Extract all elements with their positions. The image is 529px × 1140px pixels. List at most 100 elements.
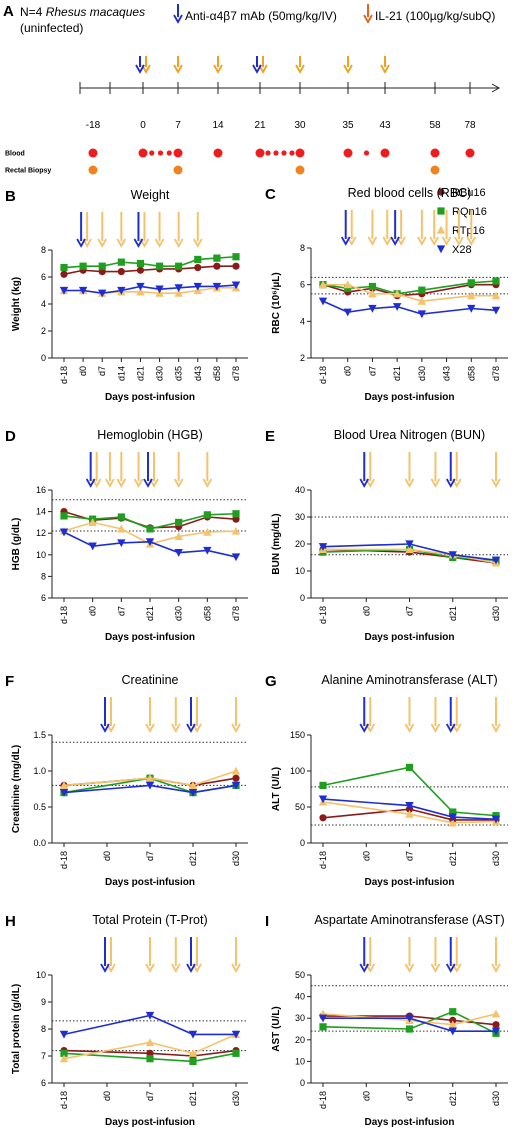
y-tick-label-2: 8 xyxy=(41,1024,46,1034)
data-point-RQn16 xyxy=(449,808,457,816)
il21-arrow xyxy=(491,937,501,973)
mab-arrow xyxy=(340,210,351,246)
mab-arrow-head xyxy=(445,478,456,488)
x-tick-label-4: d30 xyxy=(491,606,501,621)
data-point-X28 xyxy=(448,551,457,559)
y-tick-label-3: 30 xyxy=(295,512,305,522)
x-tick-label-4: d30 xyxy=(174,606,184,621)
data-point-X28 xyxy=(231,281,241,290)
timeline-row-label-1: Rectal Biopsy xyxy=(5,168,51,175)
data-point-RQn16 xyxy=(232,1049,240,1057)
x-axis-label: Days post-infusion xyxy=(105,877,195,888)
data-point-X28 xyxy=(318,543,328,551)
x-tick-label-4: d30 xyxy=(491,1091,501,1106)
data-point-X28 xyxy=(392,303,402,311)
y-tick-label-0: 0 xyxy=(300,838,305,848)
panel-h: H Total Protein (T-Prot) 6 7 8 9 10 d-18 d0 d7 d21… xyxy=(5,913,248,1128)
data-point-X28 xyxy=(59,789,69,797)
x-tick-label-1: d0 xyxy=(78,366,88,376)
chart-panels: B Weight 0 2 4 6 8 d-18 d0 d7 d14 d21 d30 d35 d43 d58 d7… xyxy=(5,186,508,1128)
mab-arrow-head xyxy=(76,238,86,248)
data-point-RQn16 xyxy=(232,510,240,518)
y-tick-label-2: 20 xyxy=(295,539,305,549)
y-axis-label: AST (U/L) xyxy=(271,1006,282,1052)
data-point-RTp16 xyxy=(188,1049,198,1057)
treatment-legend-label-1: IL-21 (100µg/kg/subQ) xyxy=(375,9,495,23)
legend-marker-X28 xyxy=(436,245,446,254)
legend-label-RTp16: RTp16 xyxy=(452,225,485,237)
il21-arrow xyxy=(231,937,241,973)
il21-arrow xyxy=(491,452,501,488)
data-point-RQn16 xyxy=(194,255,202,264)
data-point-RBu16 xyxy=(60,270,68,278)
data-point-X28 xyxy=(318,795,328,804)
legend-marker-RTp16 xyxy=(436,225,446,234)
timeline-sample-dot xyxy=(255,148,265,158)
y-axis-label: RBC (10⁶/µL) xyxy=(271,272,282,333)
legend-arrow-1-head xyxy=(363,14,373,24)
y-tick-label-3: 30 xyxy=(295,1013,305,1023)
data-point-RTp16 xyxy=(491,1009,501,1018)
timeline-sample-dot xyxy=(173,165,183,175)
data-point-RBu16 xyxy=(213,262,221,270)
data-point-RQn16 xyxy=(405,763,414,771)
mab-arrow xyxy=(85,452,96,488)
il21-arrow-extra-head xyxy=(430,963,441,973)
cohort-note: (uninfected) xyxy=(20,21,83,35)
il21-arrow xyxy=(231,697,241,733)
y-tick-label-3: 9 xyxy=(41,997,46,1007)
timeline-il21-arrow-1-head xyxy=(173,64,183,74)
timeline-il21-arrow-0 xyxy=(141,56,151,74)
data-point-X28 xyxy=(188,1030,198,1039)
y-tick-label-0: 0 xyxy=(300,593,305,603)
il21-arrow-head xyxy=(116,238,127,248)
panel-i: I Aspartate Aminotransferase (AST) 0 10 20 30… xyxy=(265,913,508,1128)
mab-arrow xyxy=(359,937,370,973)
mab-arrow-head xyxy=(359,723,370,733)
il21-arrow-head xyxy=(116,478,127,488)
series-line-RQn16 xyxy=(63,255,237,269)
mab-arrow-head xyxy=(100,723,110,733)
y-tick-label-3: 1.5 xyxy=(33,730,46,740)
il21-arrow xyxy=(145,697,155,733)
panel-d: D Hemoglobin (HGB) 6 8 10 12 14 16 d-18 d0 d7 d21 d3… xyxy=(5,428,248,643)
y-axis-label: BUN (mg/dL) xyxy=(271,513,282,574)
data-point-RTp16 xyxy=(174,532,183,541)
panel-label: C xyxy=(265,186,276,203)
legend-arrow-1 xyxy=(363,4,373,24)
data-point-X28 xyxy=(491,1027,501,1036)
x-tick-label-3: d21 xyxy=(145,606,155,621)
mab-arrow-head xyxy=(359,963,370,973)
x-tick-label-1: d0 xyxy=(102,851,112,861)
data-point-X28 xyxy=(136,282,145,291)
data-point-RBu16 xyxy=(194,263,202,272)
series-line-X28 xyxy=(322,798,497,821)
data-point-X28 xyxy=(203,546,212,555)
timeline-sample-dot xyxy=(380,148,390,158)
il21-arrow-head xyxy=(202,478,213,488)
mab-arrow-head xyxy=(133,238,144,248)
panel-label: B xyxy=(5,188,16,205)
timeline-extra-dot xyxy=(281,150,287,156)
il21-arrow-head xyxy=(367,236,378,246)
timeline-sample-dot xyxy=(295,148,305,158)
series-line-RBu16 xyxy=(63,1049,237,1057)
mab-arrow xyxy=(359,697,370,733)
series-line-RTp16 xyxy=(322,801,497,824)
il21-arrow-extra-head xyxy=(171,723,181,733)
data-point-X28 xyxy=(231,781,241,790)
il21-arrow-head xyxy=(173,238,184,248)
timeline-sample-dot xyxy=(173,148,183,158)
data-point-RQn16 xyxy=(319,781,327,789)
data-point-RTp16 xyxy=(417,296,427,305)
y-axis-label: Total protein (g/dL) xyxy=(11,984,22,1074)
data-point-RBu16 xyxy=(232,262,240,270)
data-point-RTp16 xyxy=(318,280,328,289)
timeline-row-label-0: Blood xyxy=(5,151,25,158)
data-point-X28 xyxy=(193,282,202,291)
panel-f: F Creatinine 0.0 0.5 1.0 1.5 d-18 d0 d7 d21 d30 Cre… xyxy=(5,673,248,888)
il21-arrow-extra xyxy=(430,452,441,488)
mab-arrow xyxy=(143,452,153,488)
x-tick-label-6: d58 xyxy=(466,366,476,381)
il21-arrow-extra-head xyxy=(430,478,441,488)
